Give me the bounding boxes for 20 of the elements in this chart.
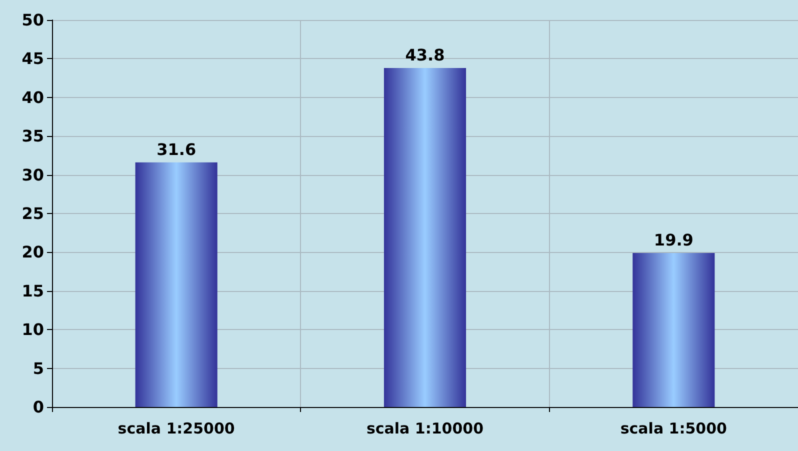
y-tick-label: 25 [22, 204, 44, 223]
y-tick-label: 5 [32, 358, 44, 378]
x-tick-label: scala 1:5000 [620, 420, 727, 438]
y-tick-label: 50 [22, 10, 44, 30]
y-tick-label: 35 [22, 126, 44, 146]
bar [632, 252, 715, 407]
bar [135, 162, 218, 407]
data-label: 31.6 [156, 140, 196, 159]
y-tick-label: 40 [22, 88, 44, 107]
y-tick-label: 10 [22, 320, 44, 340]
y-tick-label: 15 [22, 281, 44, 300]
bar [384, 68, 466, 407]
data-label: 19.9 [654, 230, 694, 250]
data-label: 43.8 [405, 45, 445, 64]
y-tick-label: 45 [22, 49, 44, 68]
y-tick-label: 30 [22, 165, 44, 184]
y-tick-label: 0 [32, 398, 44, 416]
x-tick-label: scala 1:10000 [366, 420, 484, 438]
y-tick-label: 20 [22, 242, 44, 262]
x-tick-label: scala 1:25000 [118, 420, 235, 438]
